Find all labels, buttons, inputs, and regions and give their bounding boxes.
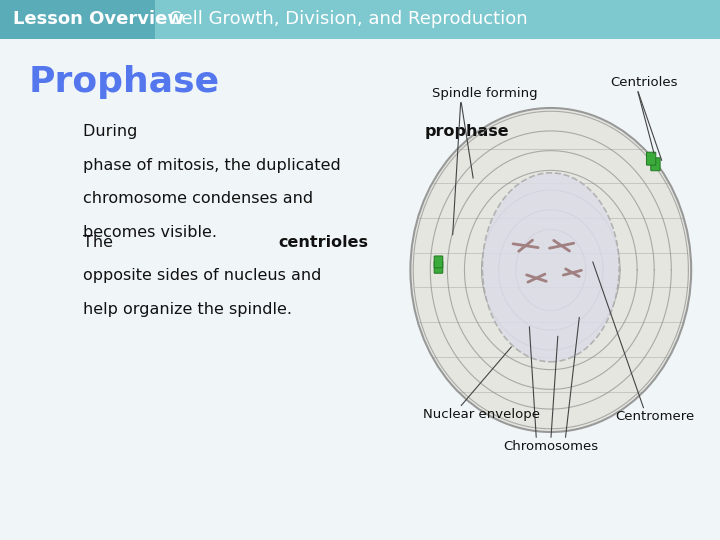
Text: Centrioles: Centrioles xyxy=(611,76,678,89)
Ellipse shape xyxy=(410,108,691,432)
Text: Cell Growth, Division, and Reproduction: Cell Growth, Division, and Reproduction xyxy=(169,10,528,29)
Bar xyxy=(0,0,720,39)
Text: Nuclear envelope: Nuclear envelope xyxy=(423,408,540,421)
Text: phase of mitosis, the duplicated: phase of mitosis, the duplicated xyxy=(83,158,341,173)
Ellipse shape xyxy=(482,173,619,362)
Text: During: During xyxy=(83,124,143,139)
Text: The: The xyxy=(83,235,118,250)
Text: Chromosomes: Chromosomes xyxy=(503,440,598,453)
FancyBboxPatch shape xyxy=(434,261,443,273)
FancyBboxPatch shape xyxy=(434,256,443,268)
Text: opposite sides of nucleus and: opposite sides of nucleus and xyxy=(83,268,321,284)
Text: Lesson Overview: Lesson Overview xyxy=(13,10,184,29)
Text: help organize the spindle.: help organize the spindle. xyxy=(83,302,292,317)
Text: becomes visible.: becomes visible. xyxy=(83,225,217,240)
Bar xyxy=(0,0,155,39)
FancyBboxPatch shape xyxy=(651,158,660,171)
Text: Centromere: Centromere xyxy=(616,410,695,423)
Text: chromosome condenses and: chromosome condenses and xyxy=(83,191,313,206)
Text: Prophase: Prophase xyxy=(29,65,220,99)
Text: centrioles: centrioles xyxy=(278,235,368,250)
Text: Spindle forming: Spindle forming xyxy=(432,87,538,100)
Text: prophase: prophase xyxy=(425,124,509,139)
FancyBboxPatch shape xyxy=(647,152,656,165)
